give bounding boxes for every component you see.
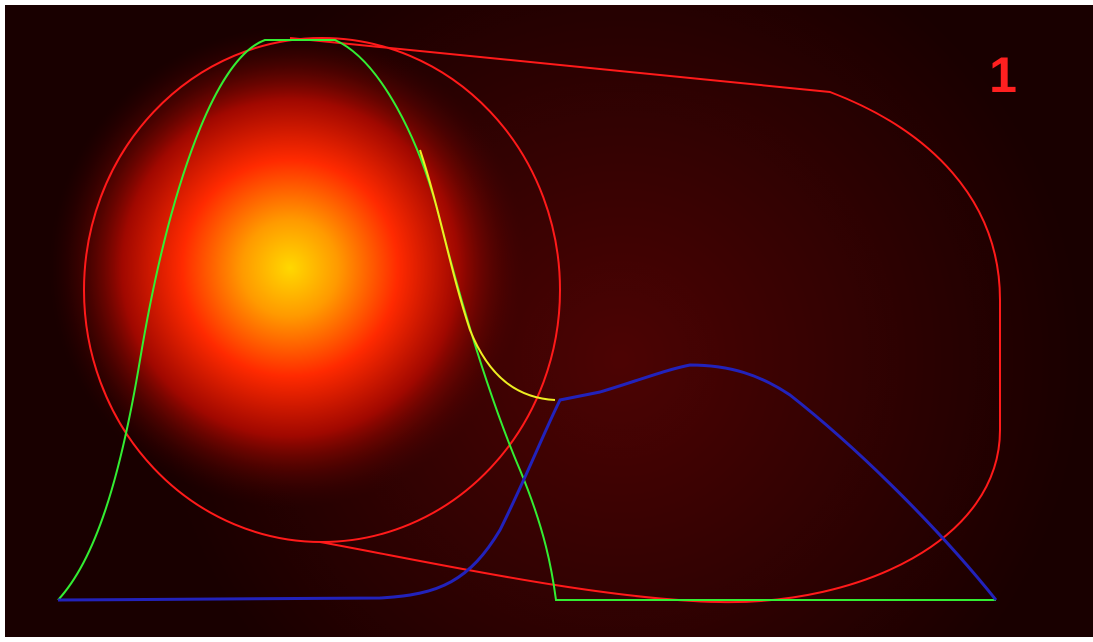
- glow: [50, 28, 530, 508]
- frame-label: 1: [989, 47, 1017, 103]
- image: 1: [0, 0, 1093, 642]
- page: 1 (() => { const data = JSON.parse(docum…: [0, 0, 1093, 642]
